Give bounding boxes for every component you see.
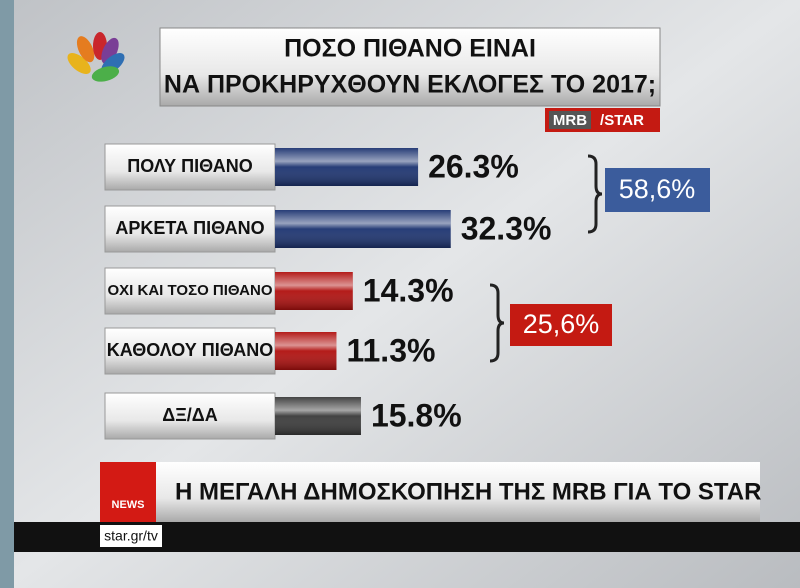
category-box: [104, 205, 276, 253]
url: star.gr/tv: [104, 528, 158, 544]
group-box: [605, 168, 710, 212]
chart: ΠΟΛΥ ΠΙΘΑΝΟ 26.3% ΑΡΚΕΤΑ ΠΙΘΑΝΟ 32.3% ΟΧΙ ΚΑ…: [104, 143, 552, 440]
category-label: ΔΞ/ΔΑ: [162, 405, 217, 425]
source: /STAR: [600, 112, 644, 129]
category-label: ΟΧΙ ΚΑΙ ΤΟΣΟ ΠΙΘΑΝΟ: [108, 282, 273, 299]
value-label: 15.8%: [371, 397, 462, 433]
value-label: 32.3%: [461, 210, 552, 246]
bar-shine: [275, 210, 451, 248]
channel-logo: [67, 32, 125, 82]
group-total: 58,6%: [619, 174, 696, 204]
source: MRB: [553, 112, 587, 129]
edge: [0, 0, 14, 588]
bar-shine: [275, 272, 353, 310]
title-box: [159, 27, 661, 107]
bracket: [489, 283, 505, 363]
news-logo-text: NEWS: [112, 499, 145, 511]
category-box: [104, 267, 276, 315]
bar-shine: [275, 397, 361, 435]
category-label: ΚΑΘΟΛΟΥ ΠΙΘΑΝΟ: [107, 340, 274, 360]
category-box: [104, 143, 276, 191]
bar-shine: [275, 332, 337, 370]
source-box: [549, 111, 591, 129]
value-label: 11.3%: [346, 332, 435, 368]
category-label: ΠΟΛΥ ΠΙΘΑΝΟ: [127, 156, 252, 176]
bar-shine: [275, 148, 419, 186]
value-label: 26.3%: [428, 148, 519, 184]
footer-band: [100, 462, 760, 522]
footer-headline: Η ΜΕΓΑΛΗ ΔΗΜΟΣΚΟΠΗΣΗ ΤΗΣ MRB ΓΙΑ ΤΟ STAR: [175, 478, 761, 505]
value-label: 14.3%: [363, 272, 454, 308]
title: ΝΑ ΠΡΟΚΗΡΥΧΘΟΥΝ ΕΚΛΟΓΕΣ ΤΟ 2017;: [164, 71, 656, 99]
group-box: [510, 304, 612, 346]
category-box: [104, 327, 276, 375]
group-total: 25,6%: [523, 309, 600, 339]
bracket: [587, 154, 603, 234]
category-label: ΑΡΚΕΤΑ ΠΙΘΑΝΟ: [115, 218, 264, 238]
url-box: [100, 525, 162, 547]
news-logo: [100, 462, 156, 522]
title: ΠΟΣΟ ΠΙΘΑΝΟ ΕΙΝΑΙ: [284, 35, 536, 63]
